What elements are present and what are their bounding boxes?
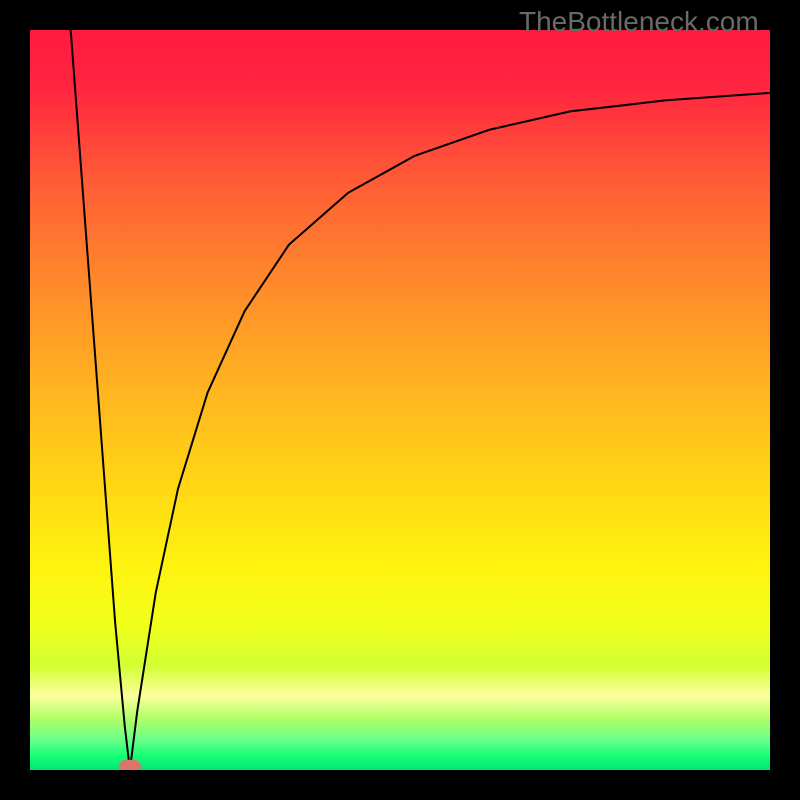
minimum-marker — [119, 760, 141, 770]
watermark-text: TheBottleneck.com — [519, 6, 759, 38]
bottleneck-curve — [30, 30, 770, 770]
chart-plot-area — [30, 30, 770, 770]
